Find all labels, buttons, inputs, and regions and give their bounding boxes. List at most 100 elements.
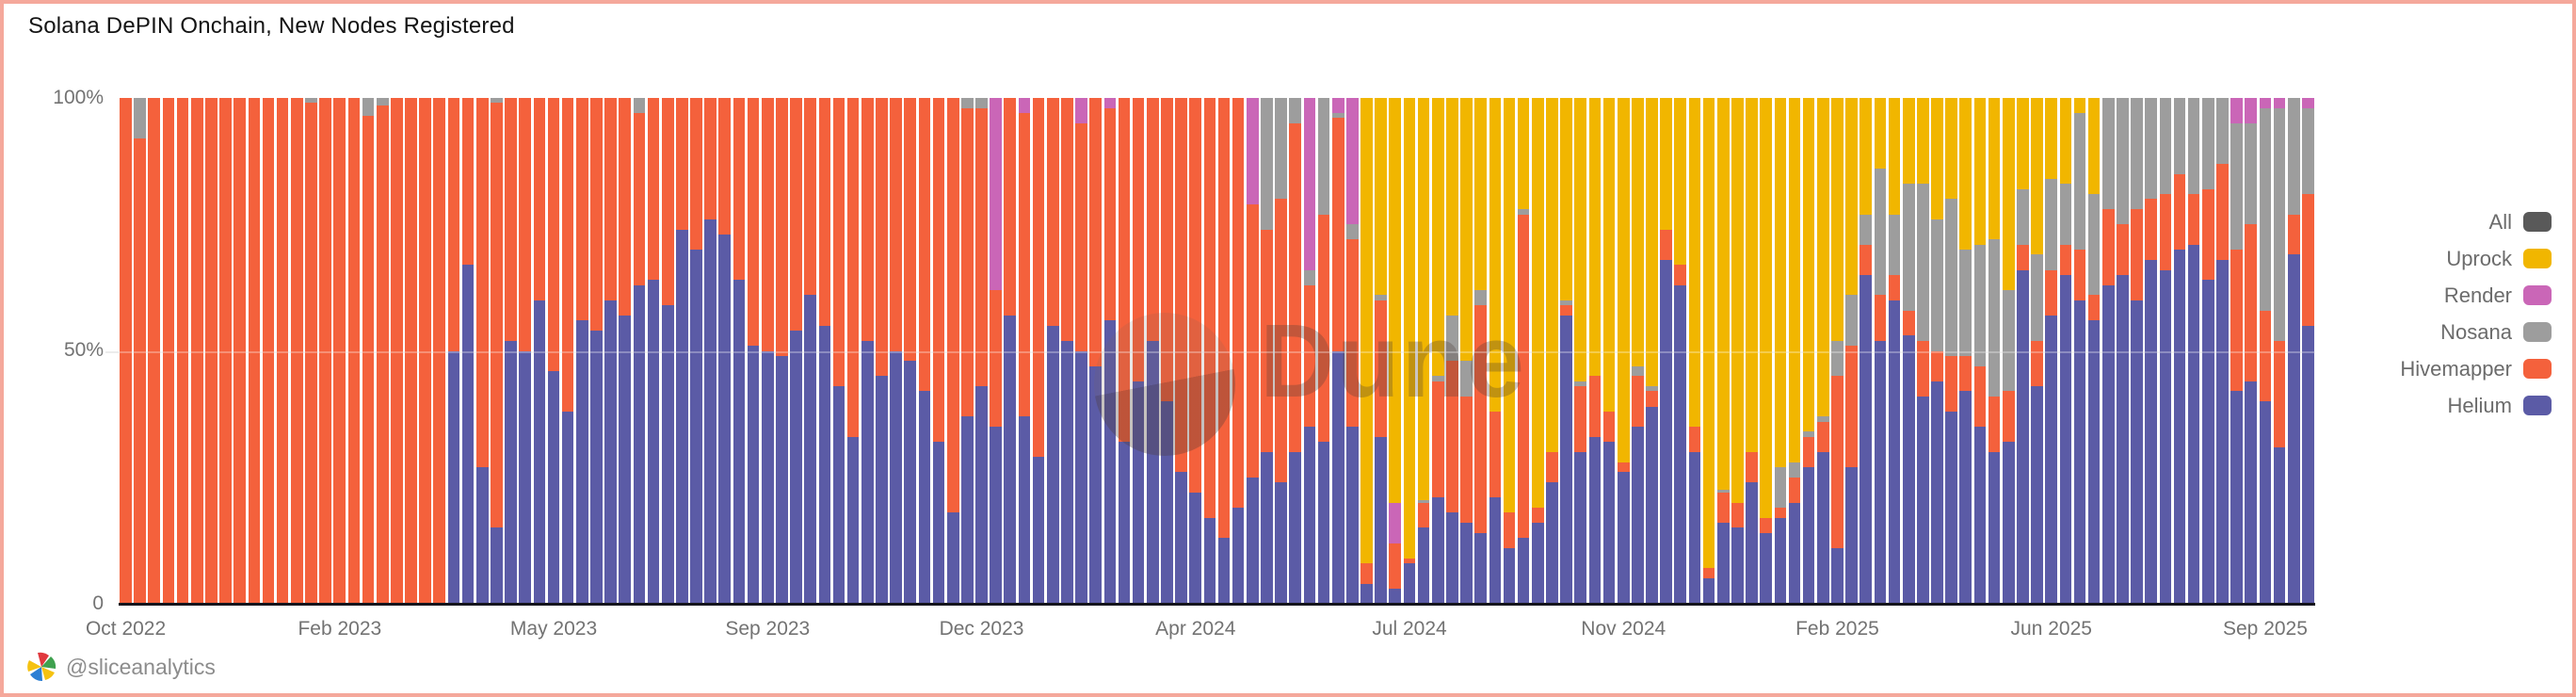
legend-item-helium[interactable]: Helium	[2400, 387, 2552, 424]
stacked-bar[interactable]	[1632, 98, 1644, 604]
stacked-bar[interactable]	[1046, 98, 1059, 604]
stacked-bar[interactable]	[262, 98, 275, 604]
stacked-bar[interactable]	[1389, 98, 1402, 604]
stacked-bar[interactable]	[1860, 98, 1873, 604]
stacked-bar[interactable]	[205, 98, 217, 604]
stacked-bar[interactable]	[233, 98, 247, 604]
stacked-bar[interactable]	[2073, 98, 2086, 604]
stacked-bar[interactable]	[376, 98, 389, 604]
stacked-bar[interactable]	[2159, 98, 2172, 604]
stacked-bar[interactable]	[1731, 98, 1744, 604]
stacked-bar[interactable]	[1874, 98, 1887, 604]
stacked-bar[interactable]	[2245, 98, 2258, 604]
legend-item-all[interactable]: All	[2400, 203, 2552, 240]
stacked-bar[interactable]	[2259, 98, 2272, 604]
stacked-bar[interactable]	[619, 98, 632, 604]
stacked-bar[interactable]	[1660, 98, 1672, 604]
plot-area[interactable]	[105, 98, 2315, 606]
legend-item-uprock[interactable]: Uprock	[2400, 240, 2552, 277]
stacked-bar[interactable]	[1574, 98, 1587, 604]
stacked-bar[interactable]	[1646, 98, 1658, 604]
stacked-bar[interactable]	[2002, 98, 2015, 604]
stacked-bar[interactable]	[1417, 98, 1430, 604]
stacked-bar[interactable]	[419, 98, 431, 604]
stacked-bar[interactable]	[1346, 98, 1359, 604]
stacked-bar[interactable]	[776, 98, 788, 604]
stacked-bar[interactable]	[975, 98, 988, 604]
stacked-bar[interactable]	[2273, 98, 2286, 604]
stacked-bar[interactable]	[1688, 98, 1701, 604]
stacked-bar[interactable]	[1146, 98, 1159, 604]
stacked-bar[interactable]	[433, 98, 446, 604]
stacked-bar[interactable]	[1132, 98, 1145, 604]
stacked-bar[interactable]	[1845, 98, 1858, 604]
stacked-bar[interactable]	[2216, 98, 2229, 604]
stacked-bar[interactable]	[1431, 98, 1444, 604]
stacked-bar[interactable]	[904, 98, 917, 604]
stacked-bar[interactable]	[362, 98, 375, 604]
stacked-bar[interactable]	[818, 98, 831, 604]
stacked-bar[interactable]	[461, 98, 475, 604]
stacked-bar[interactable]	[1973, 98, 1987, 604]
stacked-bar[interactable]	[1246, 98, 1259, 604]
stacked-bar[interactable]	[918, 98, 931, 604]
stacked-bar[interactable]	[1959, 98, 1972, 604]
stacked-bar[interactable]	[1945, 98, 1957, 604]
stacked-bar[interactable]	[1774, 98, 1787, 604]
stacked-bar[interactable]	[846, 98, 860, 604]
stacked-bar[interactable]	[1189, 98, 1202, 604]
stacked-bar[interactable]	[633, 98, 646, 604]
stacked-bar[interactable]	[1018, 98, 1031, 604]
stacked-bar[interactable]	[575, 98, 588, 604]
stacked-bar[interactable]	[1503, 98, 1516, 604]
stacked-bar[interactable]	[547, 98, 560, 604]
stacked-bar[interactable]	[604, 98, 617, 604]
stacked-bar[interactable]	[790, 98, 802, 604]
stacked-bar[interactable]	[861, 98, 874, 604]
stacked-bar[interactable]	[1588, 98, 1602, 604]
stacked-bar[interactable]	[405, 98, 417, 604]
stacked-bar[interactable]	[1375, 98, 1387, 604]
stacked-bar[interactable]	[832, 98, 845, 604]
stacked-bar[interactable]	[1716, 98, 1730, 604]
stacked-bar[interactable]	[1118, 98, 1131, 604]
stacked-bar[interactable]	[120, 98, 132, 604]
stacked-bar[interactable]	[932, 98, 945, 604]
stacked-bar[interactable]	[1403, 98, 1416, 604]
stacked-bar[interactable]	[1531, 98, 1544, 604]
stacked-bar[interactable]	[590, 98, 603, 604]
stacked-bar[interactable]	[1788, 98, 1801, 604]
stacked-bar[interactable]	[1317, 98, 1330, 604]
stacked-bar[interactable]	[876, 98, 888, 604]
stacked-bar[interactable]	[676, 98, 688, 604]
stacked-bar[interactable]	[1175, 98, 1187, 604]
stacked-bar[interactable]	[1460, 98, 1473, 604]
legend-item-hivemapper[interactable]: Hivemapper	[2400, 350, 2552, 387]
stacked-bar[interactable]	[491, 98, 503, 604]
stacked-bar[interactable]	[248, 98, 261, 604]
stacked-bar[interactable]	[647, 98, 660, 604]
stacked-bar[interactable]	[276, 98, 289, 604]
stacked-bar[interactable]	[1602, 98, 1616, 604]
stacked-bar[interactable]	[1617, 98, 1630, 604]
stacked-bar[interactable]	[347, 98, 361, 604]
stacked-bar[interactable]	[1004, 98, 1017, 604]
stacked-bar[interactable]	[519, 98, 532, 604]
stacked-bar[interactable]	[533, 98, 546, 604]
stacked-bar[interactable]	[1931, 98, 1943, 604]
stacked-bar[interactable]	[1888, 98, 1901, 604]
stacked-bar[interactable]	[1517, 98, 1530, 604]
stacked-bar[interactable]	[1446, 98, 1458, 604]
stacked-bar[interactable]	[946, 98, 959, 604]
stacked-bar[interactable]	[1802, 98, 1815, 604]
stacked-bar[interactable]	[2045, 98, 2057, 604]
stacked-bar[interactable]	[1702, 98, 1715, 604]
stacked-bar[interactable]	[148, 98, 161, 604]
stacked-bar[interactable]	[1232, 98, 1245, 604]
stacked-bar[interactable]	[761, 98, 774, 604]
stacked-bar[interactable]	[2230, 98, 2243, 604]
stacked-bar[interactable]	[1360, 98, 1373, 604]
stacked-bar[interactable]	[1075, 98, 1087, 604]
stacked-bar[interactable]	[961, 98, 974, 604]
stacked-bar[interactable]	[1161, 98, 1173, 604]
